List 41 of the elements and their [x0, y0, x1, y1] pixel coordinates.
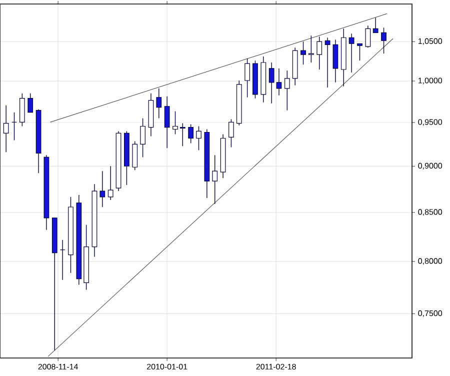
candlestick: [316, 36, 322, 70]
candlestick: [244, 58, 250, 98]
y-tick-label: 0,9000: [418, 162, 442, 170]
candlestick: [164, 96, 170, 149]
candlestick: [324, 37, 330, 88]
y-tick-label: 1,0500: [418, 38, 442, 45]
y-tick-label: 0,8500: [418, 209, 442, 216]
candlestick: [308, 35, 314, 63]
candlestick: [180, 122, 186, 147]
candlestick: [140, 118, 146, 158]
candlestick: [381, 27, 386, 54]
y-tick-label: 1,0000: [418, 78, 442, 84]
candlestick: [212, 154, 218, 204]
candlestick: [228, 118, 234, 148]
candlestick: [100, 170, 106, 208]
candlestick: [172, 111, 178, 135]
candlestick: [332, 39, 338, 83]
candlestick: [156, 88, 162, 119]
candlestick: [365, 25, 371, 48]
candlestick: [28, 93, 34, 113]
candlestick: [268, 62, 274, 104]
y-tick-label: 0,8000: [418, 258, 442, 265]
candlestick: [276, 68, 282, 96]
candlestick: [284, 70, 290, 111]
candlestick: [19, 93, 25, 127]
candlestick: [196, 126, 202, 151]
candlestick: [60, 240, 66, 280]
candlestick: [12, 112, 17, 141]
candlestick: [3, 104, 9, 153]
candlestick: [132, 140, 138, 170]
candlestick: [300, 41, 306, 65]
candlestick: [348, 33, 354, 73]
candlestick: [108, 166, 114, 200]
x-tick-label: 2008-11-14: [38, 364, 78, 370]
candlestick: [188, 124, 194, 144]
candlestick: [372, 17, 378, 34]
x-tick-label: 2010-01-01: [147, 364, 188, 370]
x-tick-label: 2011-02-18: [256, 364, 296, 370]
candlestick: [357, 43, 362, 61]
y-tick-label: 0,7500: [418, 310, 442, 318]
y-tick-label: 0,9500: [418, 119, 442, 126]
